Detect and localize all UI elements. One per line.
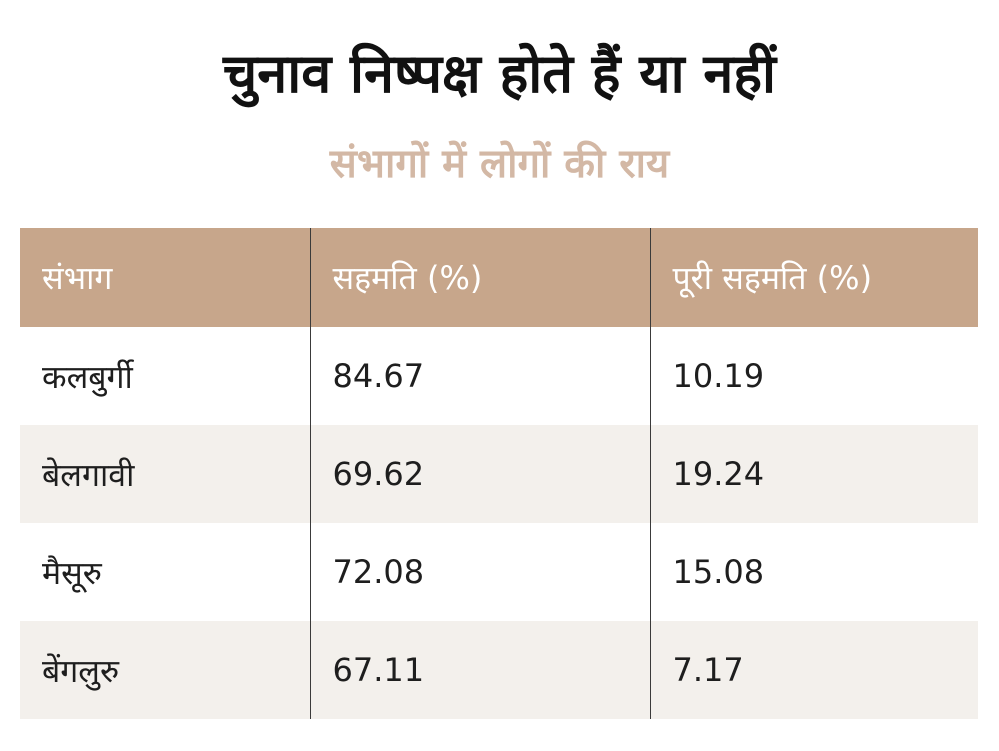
column-header-fully-agree: पूरी सहमति (%) bbox=[672, 259, 873, 297]
chart-title: चुनाव निष्पक्ष होते हैं या नहीं bbox=[222, 42, 777, 105]
cell-fully-agree: 19.24 bbox=[672, 455, 765, 493]
table-body: कलबुर्गी 84.67 10.19 बेलगावी 69.62 19.24… bbox=[20, 327, 978, 719]
cell-division: कलबुर्गी bbox=[20, 327, 311, 425]
cell-agree: 69.62 bbox=[310, 425, 651, 523]
table-header: संभाग सहमति (%) पूरी सहमति (%) bbox=[20, 228, 978, 327]
cell-fully-agree: 10.19 bbox=[672, 357, 765, 395]
table-row: बेंगलुरु 67.11 7.17 bbox=[20, 621, 978, 719]
cell-agree: 72.08 bbox=[310, 523, 651, 621]
table-row: बेलगावी 69.62 19.24 bbox=[20, 425, 978, 523]
cell-agree: 67.11 bbox=[310, 621, 651, 719]
table-row: मैसूरु 72.08 15.08 bbox=[20, 523, 978, 621]
cell-division: बेलगावी bbox=[20, 425, 311, 523]
chart-subtitle: संभागों में लोगों की राय bbox=[329, 141, 670, 187]
table-row: कलबुर्गी 84.67 10.19 bbox=[20, 327, 978, 425]
cell-fully-agree: 15.08 bbox=[672, 553, 765, 591]
cell-fully-agree: 7.17 bbox=[672, 651, 744, 689]
cell-agree: 84.67 bbox=[310, 327, 651, 425]
column-header-agree: सहमति (%) bbox=[310, 228, 651, 327]
column-header-division: संभाग bbox=[20, 228, 311, 327]
cell-division: मैसूरु bbox=[20, 523, 311, 621]
data-table: संभाग सहमति (%) पूरी सहमति (%) कलबुर्गी … bbox=[20, 228, 978, 719]
header-row: संभाग सहमति (%) पूरी सहमति (%) bbox=[20, 228, 978, 327]
cell-division: बेंगलुरु bbox=[20, 621, 311, 719]
